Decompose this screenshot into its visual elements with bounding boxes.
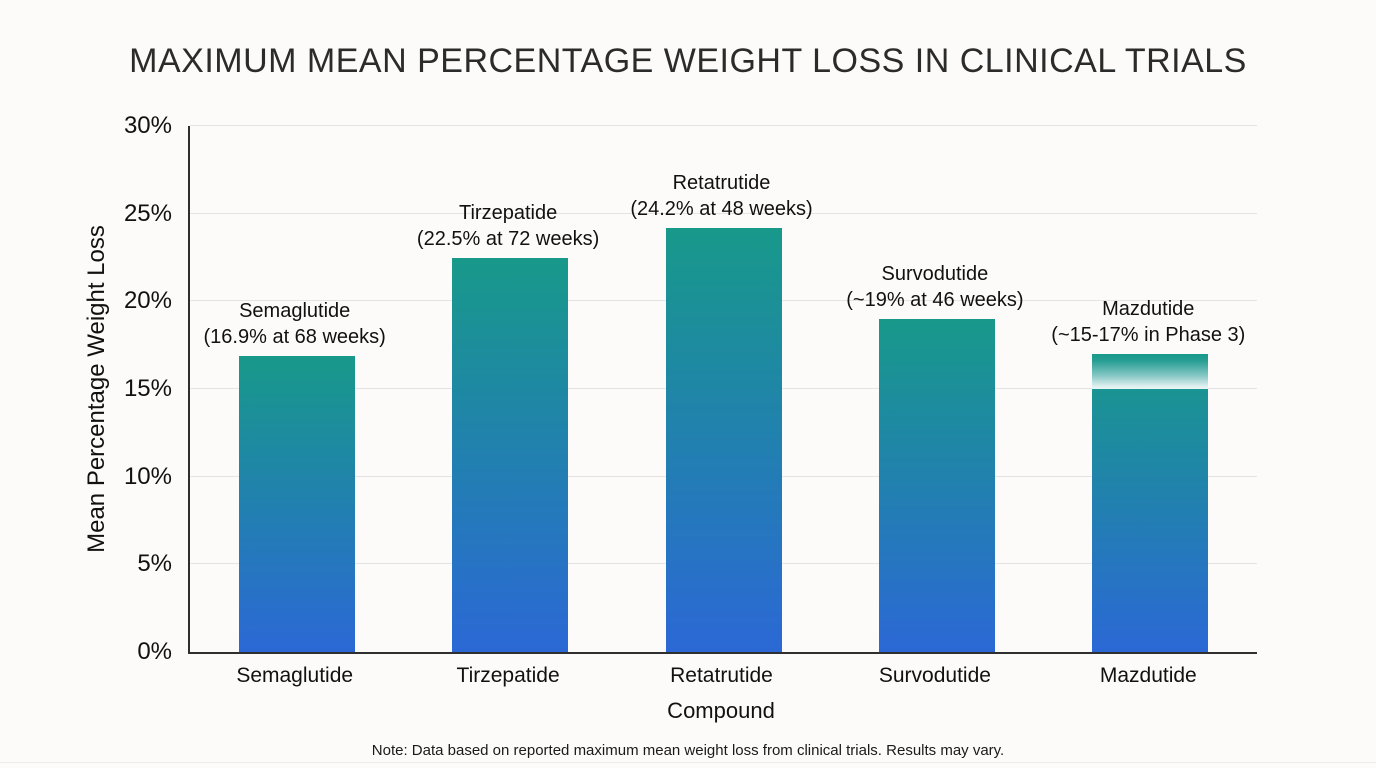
x-tick-label: Tirzepatide [456,664,560,687]
bar-annotation: Retatrutide (24.2% at 48 weeks) [630,170,812,222]
x-tick-label: Mazdutide [1099,664,1197,687]
gridline [190,212,1257,214]
gridline [190,125,1257,126]
bar-annotation-value: (22.5% at 72 weeks) [416,227,600,250]
plot-area [188,125,1257,654]
bar-annotation: Tirzepatide (22.5% at 72 weeks) [417,200,599,252]
y-tick-label: 20% [123,287,172,315]
x-tick-label: Survodutide [878,664,991,687]
chart-note: Note: Data based on reported maximum mea… [371,742,1005,759]
bar-annotation-value: (24.2% at 48 weeks) [630,197,813,220]
y-tick-label: 10% [123,462,172,490]
x-tick-label: Semaglutide [236,664,354,687]
bar-annotation-name: Tirzepatide [458,201,558,224]
uncertainty-band [1092,353,1209,389]
bar-annotation: Semaglutide (16.9% at 68 weeks) [204,298,386,350]
bar-annotation-name: Survodutide [881,262,989,285]
bar-semaglutide [238,355,355,652]
chart-title: MAXIMUM MEAN PERCENTAGE WEIGHT LOSS IN C… [129,42,1247,80]
bar-annotation: Survodutide (~19% at 46 weeks) [846,261,1023,313]
y-tick-label: 15% [123,375,172,402]
y-tick-label: 0% [137,638,172,665]
bar-annotation: Mazdutide (~15-17% in Phase 3) [1051,296,1245,348]
y-tick-label: 5% [137,550,172,578]
bar-annotation-name: Retatrutide [672,171,771,194]
bar-annotation-value: (~15-17% in Phase 3) [1051,323,1246,346]
bottom-divider [0,762,1376,763]
x-tick-label: Retatrutide [670,664,773,687]
bar-annotation-name: Mazdutide [1102,297,1195,320]
bar-mazdutide [1092,353,1209,652]
bar-annotation-name: Semaglutide [239,299,351,322]
x-axis-title: Compound [667,698,775,723]
bar-survodutide [878,318,995,652]
bar-annotation-value: (~19% at 46 weeks) [846,288,1024,311]
y-tick-label: 30% [123,112,172,139]
bar-annotation-value: (16.9% at 68 weeks) [203,325,386,348]
bar-retatrutide [665,227,782,652]
bar-tirzepatide [452,257,569,652]
y-tick-label: 25% [123,199,172,227]
